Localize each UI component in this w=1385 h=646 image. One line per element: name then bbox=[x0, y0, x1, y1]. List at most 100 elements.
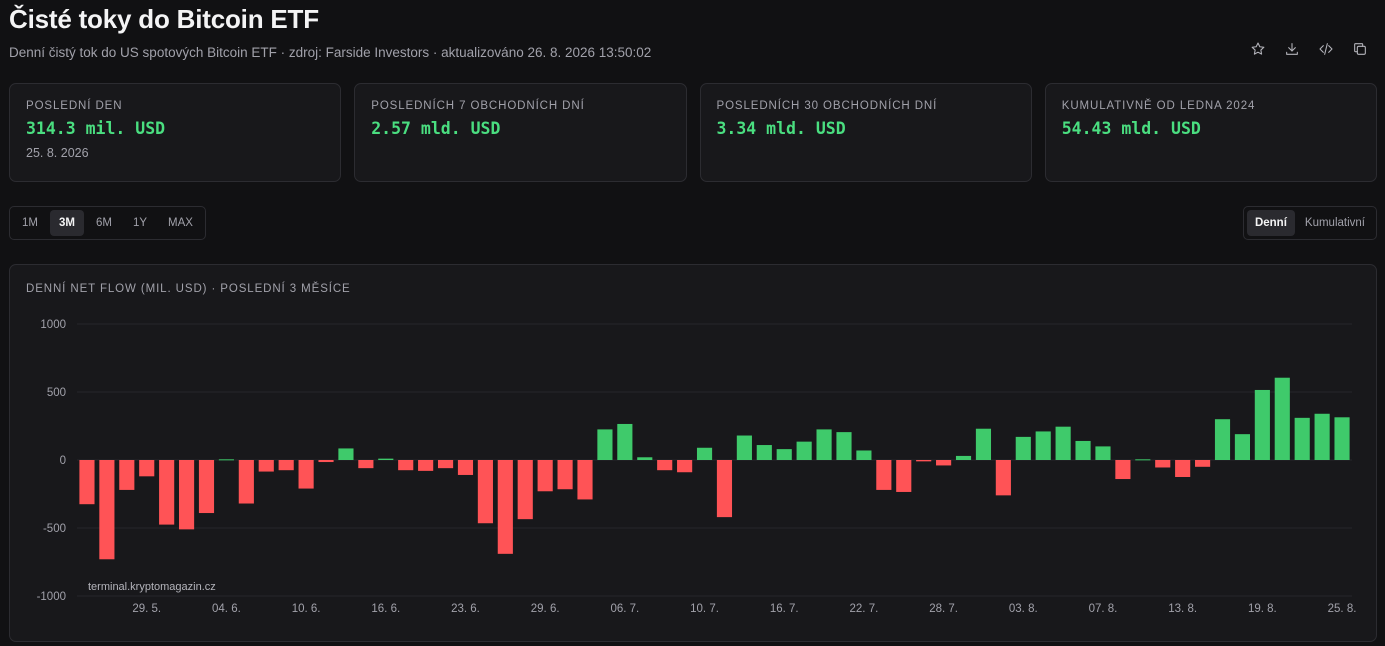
y-tick-label: 1000 bbox=[40, 319, 66, 331]
bar[interactable] bbox=[1314, 413, 1330, 460]
bar[interactable] bbox=[955, 455, 972, 460]
bar[interactable] bbox=[1095, 446, 1111, 460]
bar[interactable] bbox=[816, 429, 832, 460]
bar[interactable] bbox=[99, 460, 115, 560]
bar[interactable] bbox=[557, 460, 573, 490]
bar[interactable] bbox=[756, 445, 772, 460]
range-button-3m[interactable]: 3M bbox=[49, 210, 84, 236]
x-tick-label: 19. 8. bbox=[1248, 603, 1277, 615]
stat-card-last-day: Poslední den 314.3 mil. USD 25. 8. 2026 bbox=[9, 83, 342, 182]
bar[interactable] bbox=[79, 460, 95, 505]
bar[interactable] bbox=[159, 460, 175, 525]
bar[interactable] bbox=[1135, 459, 1151, 461]
x-tick-label: 29. 6. bbox=[531, 603, 560, 615]
bar[interactable] bbox=[298, 460, 314, 489]
stat-value: 3.34 mld. USD bbox=[716, 119, 846, 138]
bar[interactable] bbox=[856, 450, 872, 460]
range-button-max[interactable]: MAX bbox=[168, 217, 193, 229]
bar[interactable] bbox=[1175, 460, 1191, 477]
bar[interactable] bbox=[398, 460, 414, 471]
bar[interactable] bbox=[836, 432, 852, 460]
bar[interactable] bbox=[657, 460, 673, 471]
code-icon[interactable] bbox=[1315, 40, 1337, 58]
bar[interactable] bbox=[876, 460, 892, 490]
x-tick-label: 29. 5. bbox=[132, 603, 161, 615]
stat-value: 2.57 mld. USD bbox=[371, 119, 501, 138]
bar[interactable] bbox=[1234, 434, 1250, 460]
bar[interactable] bbox=[716, 460, 733, 518]
page-subtitle: Denní čistý tok do US spotových Bitcoin … bbox=[9, 45, 652, 60]
bar[interactable] bbox=[1115, 460, 1131, 480]
mode-toggle: Denní Kumulativní bbox=[1242, 206, 1377, 240]
bar[interactable] bbox=[517, 460, 533, 520]
toolbar bbox=[1247, 40, 1371, 58]
bar[interactable] bbox=[896, 460, 912, 492]
bar[interactable] bbox=[537, 460, 553, 492]
bar[interactable] bbox=[1195, 460, 1211, 467]
bar[interactable] bbox=[497, 460, 513, 554]
bar[interactable] bbox=[258, 460, 274, 472]
bar[interactable] bbox=[916, 460, 932, 462]
bar[interactable] bbox=[1075, 440, 1091, 460]
bar[interactable] bbox=[278, 460, 294, 471]
x-tick-label: 16. 7. bbox=[770, 603, 799, 615]
bar[interactable] bbox=[975, 428, 992, 460]
stat-label: Posledních 30 obchodních dní bbox=[716, 100, 938, 112]
bar[interactable] bbox=[936, 460, 952, 466]
bar[interactable] bbox=[1015, 436, 1031, 460]
bar[interactable] bbox=[198, 460, 215, 514]
bar[interactable] bbox=[139, 460, 155, 477]
watermark: terminal.kryptomagazin.cz bbox=[88, 581, 216, 593]
bar[interactable] bbox=[119, 460, 135, 490]
y-tick-label: 0 bbox=[60, 455, 66, 467]
x-tick-label: 13. 8. bbox=[1168, 603, 1197, 615]
bar[interactable] bbox=[1214, 419, 1231, 460]
mode-button-cumulative[interactable]: Kumulativní bbox=[1304, 217, 1365, 229]
stat-label: Poslední den bbox=[26, 100, 123, 112]
bar[interactable] bbox=[1055, 426, 1071, 460]
x-tick-label: 06. 7. bbox=[610, 603, 639, 615]
bar[interactable] bbox=[318, 460, 334, 463]
bar[interactable] bbox=[776, 449, 792, 460]
bar[interactable] bbox=[617, 423, 633, 460]
bar[interactable] bbox=[338, 448, 354, 460]
copy-icon[interactable] bbox=[1349, 40, 1371, 58]
bar[interactable] bbox=[378, 458, 394, 460]
bar[interactable] bbox=[1294, 417, 1310, 460]
bar[interactable] bbox=[1254, 389, 1270, 460]
stat-label: Posledních 7 obchodních dní bbox=[371, 100, 585, 112]
bar[interactable] bbox=[418, 460, 434, 471]
net-flow-chart: 1000 500 0 -500 -1000 29. 5. 04. 6. 10. 6. 16. 6… bbox=[37, 319, 1357, 615]
bar[interactable] bbox=[179, 460, 195, 530]
bar[interactable] bbox=[477, 460, 493, 524]
bar[interactable] bbox=[238, 460, 254, 504]
stat-card-last-7-days: Posledních 7 obchodních dní 2.57 mld. US… bbox=[354, 83, 687, 182]
bar[interactable] bbox=[218, 459, 234, 461]
bar[interactable] bbox=[796, 441, 812, 460]
bar[interactable] bbox=[637, 457, 653, 460]
bar[interactable] bbox=[457, 460, 474, 475]
bar[interactable] bbox=[1035, 431, 1051, 460]
bar[interactable] bbox=[358, 460, 374, 469]
bar[interactable] bbox=[437, 460, 454, 469]
bar[interactable] bbox=[677, 460, 693, 473]
star-icon[interactable] bbox=[1247, 40, 1269, 58]
y-tick-label: -1000 bbox=[37, 591, 66, 603]
range-button-1y[interactable]: 1Y bbox=[132, 217, 148, 229]
page-title: Čisté toky do Bitcoin ETF bbox=[9, 4, 319, 34]
bar[interactable] bbox=[995, 460, 1011, 496]
bar[interactable] bbox=[1155, 460, 1171, 468]
bar[interactable] bbox=[736, 435, 752, 460]
x-tick-label: 10. 6. bbox=[292, 603, 321, 615]
bar[interactable] bbox=[696, 447, 713, 460]
mode-button-daily[interactable]: Denní bbox=[1246, 210, 1295, 236]
range-button-1m[interactable]: 1M bbox=[22, 217, 38, 229]
stat-label: Kumulativně od ledna 2024 bbox=[1061, 100, 1256, 112]
bar[interactable] bbox=[597, 429, 613, 460]
bar[interactable] bbox=[1274, 377, 1290, 460]
bar[interactable] bbox=[577, 460, 593, 500]
x-tick-label: 07. 8. bbox=[1089, 603, 1118, 615]
bar[interactable] bbox=[1334, 417, 1350, 460]
range-button-6m[interactable]: 6M bbox=[95, 217, 112, 229]
download-icon[interactable] bbox=[1281, 40, 1303, 58]
